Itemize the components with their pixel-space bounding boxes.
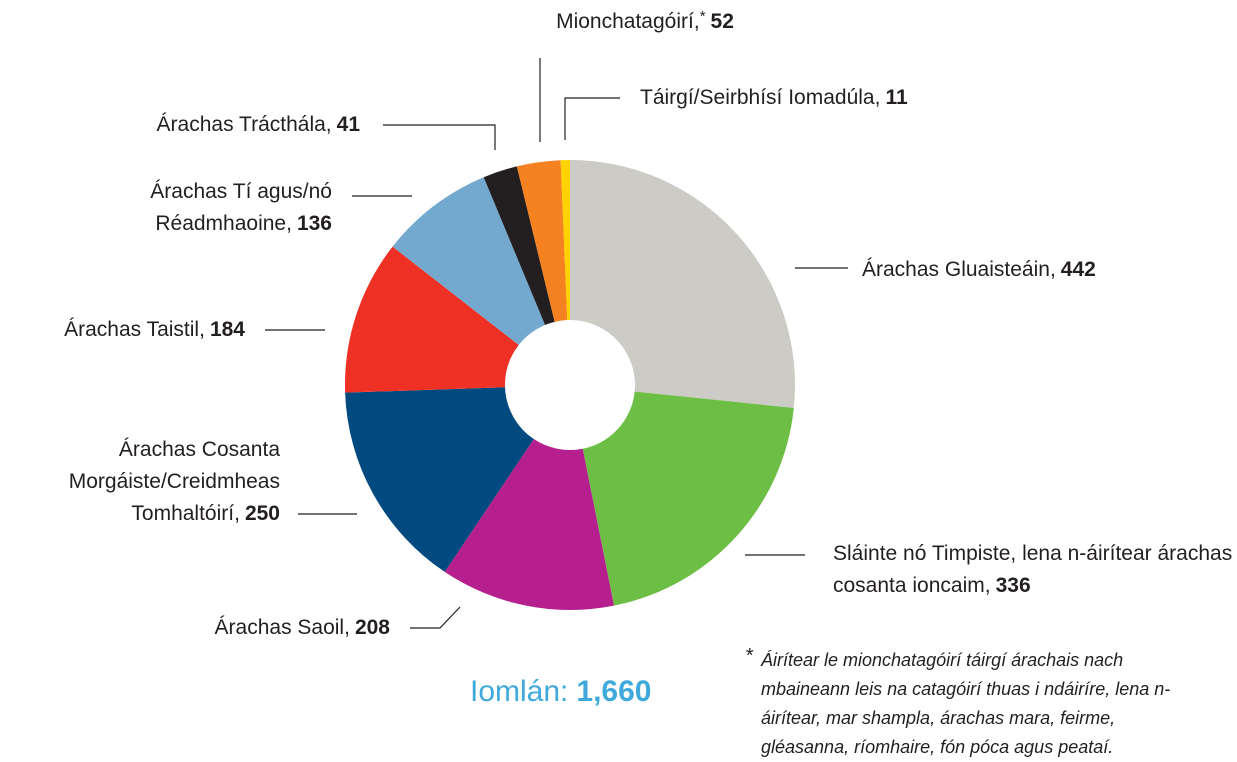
category-name: Mionchatagóirí [556, 10, 700, 33]
footnote: * Áirítear le mionchatagóirí táirgí árach… [745, 645, 1190, 762]
slice [582, 391, 794, 606]
category-name: Árachas Trácthála [157, 113, 332, 136]
value-label: 136 [296, 212, 332, 235]
slice [444, 438, 614, 610]
value-label: 184 [209, 318, 245, 341]
slice-label: Árachas Trácthála41 [60, 109, 360, 141]
slice [345, 387, 534, 572]
category-name: Árachas Taistil [64, 318, 205, 341]
total: Iomlán: 1,660 [470, 675, 651, 709]
slice-label: Árachas Saoil208 [150, 612, 390, 644]
slice [483, 166, 555, 325]
category-name: Árachas Gluaisteáin [862, 258, 1056, 281]
total-label: Iomlán: [470, 675, 569, 708]
footnote-text: Áirítear le mionchatagóirí táirgí áracha… [761, 650, 1171, 757]
slice-label: Táirgí/Seirbhísí Iomadúla11 [640, 82, 1040, 114]
footnote-marker: * [745, 645, 753, 667]
value-label: 336 [995, 574, 1031, 597]
slice-label: Árachas Gluaisteáin442 [862, 254, 1232, 286]
slice-label: Árachas Cosanta Morgáiste/Creidmheas Tom… [0, 434, 280, 530]
slice [392, 177, 546, 346]
value-label: 52 [710, 10, 734, 33]
slice [345, 246, 519, 393]
value-label: 11 [885, 86, 908, 109]
category-name: Árachas Saoil [215, 616, 350, 639]
category-name: Sláinte nó Timpiste, lena n-áirítear ára… [833, 542, 1232, 597]
total-value: 1,660 [576, 675, 652, 708]
slice [560, 160, 570, 321]
leader-lines [265, 58, 848, 629]
value-label: 442 [1060, 258, 1096, 281]
value-label: 250 [244, 502, 280, 525]
value-label: 208 [354, 616, 390, 639]
footnote-marker: * [699, 8, 706, 25]
slice [516, 160, 568, 322]
value-label: 41 [336, 113, 360, 136]
category-name: Táirgí/Seirbhísí Iomadúla [640, 86, 880, 109]
slice-label: Sláinte nó Timpiste, lena n-áirítear ára… [833, 538, 1233, 602]
slice-label: Árachas Taistil184 [0, 314, 245, 346]
slice-label: Mionchatagóirí*52 [430, 6, 860, 38]
slice [570, 160, 795, 408]
leader-line [410, 606, 461, 629]
leader-line [383, 124, 496, 150]
leader-line [564, 97, 620, 140]
slice-label: Árachas Tí agus/nó Réadmhaoine136 [95, 176, 332, 240]
